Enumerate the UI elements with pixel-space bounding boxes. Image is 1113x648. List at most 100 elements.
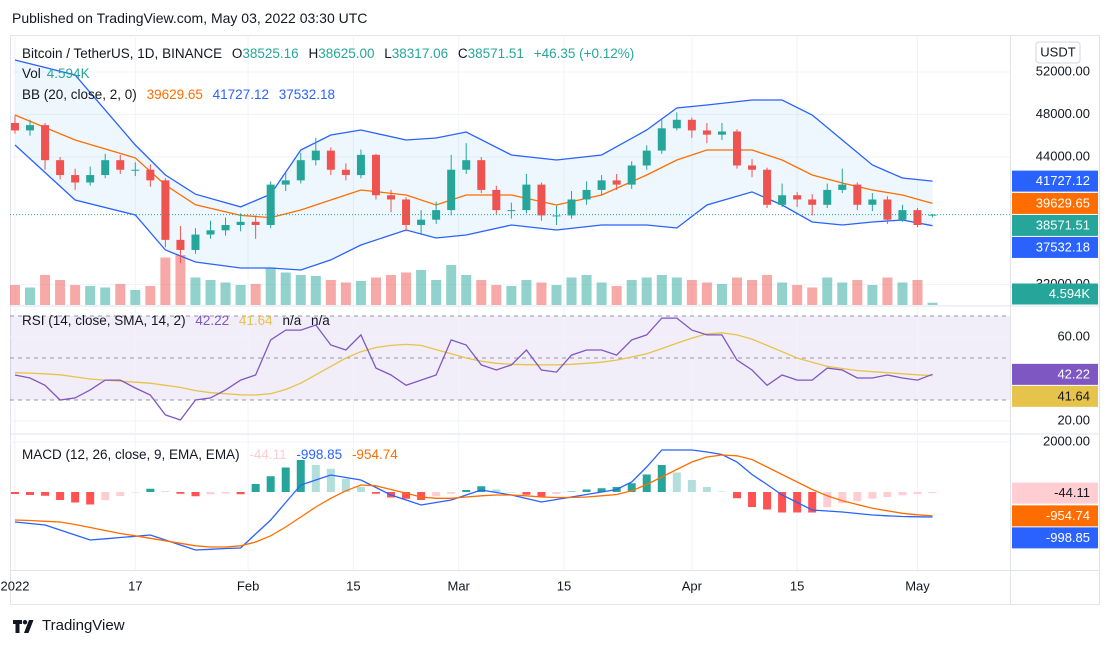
candle-body <box>868 199 877 205</box>
volume-bar <box>160 257 171 305</box>
bb-line <box>14 114 933 219</box>
macd-histogram-bar <box>326 468 335 492</box>
volume-bar <box>867 285 878 305</box>
price-badge-label: 38571.51 <box>1036 217 1090 232</box>
macd-histogram-bar <box>101 492 110 501</box>
volume-bar <box>85 286 96 305</box>
volume-bar <box>446 265 457 305</box>
volume-bar <box>190 277 201 305</box>
bb-line <box>14 144 933 271</box>
macd-histogram-bar <box>537 492 546 497</box>
macd-histogram-bar <box>56 492 65 500</box>
y-tick-label: 48000.00 <box>1036 106 1090 121</box>
price-badge <box>1012 505 1098 527</box>
volume-bar <box>461 275 472 305</box>
volume-bar <box>506 286 517 305</box>
volume-bar <box>355 281 366 305</box>
rsi-line <box>14 317 933 421</box>
volume-bar <box>566 277 577 305</box>
volume-value: 4.594K <box>46 66 90 81</box>
candle-body <box>687 119 696 131</box>
macd-histogram-bar <box>522 492 531 495</box>
volume-bar <box>671 277 682 305</box>
volume-bar <box>476 280 487 305</box>
macd-histogram-bar <box>281 467 290 492</box>
volume-bar <box>701 282 712 305</box>
price-badge-label: 39629.65 <box>1036 195 1090 210</box>
macd-histogram-bar <box>266 476 275 492</box>
volume-bar <box>731 277 742 305</box>
volume-bar <box>175 255 186 305</box>
ohlc-key: L <box>384 46 392 61</box>
price-badge-label: -44.11 <box>1054 485 1090 500</box>
macd-histogram-bar <box>176 492 185 494</box>
volume-bar <box>10 285 20 305</box>
bb-value: 41727.12 <box>212 87 269 102</box>
x-tick-label: Mar <box>448 578 471 593</box>
candle-body <box>732 131 741 166</box>
macd-value: -998.85 <box>296 447 343 462</box>
x-tick-label: Apr <box>682 578 703 593</box>
bb-value: 39629.65 <box>146 87 203 102</box>
macd-histogram-bar <box>417 492 426 500</box>
volume-bar <box>536 282 547 305</box>
candle-body <box>26 125 35 131</box>
macd-histogram-bar <box>717 491 726 492</box>
price-badge <box>1012 192 1098 214</box>
y-tick-label: 52000.00 <box>1036 63 1090 78</box>
macd-histogram-bar <box>131 492 140 493</box>
macd-title: MACD (12, 26, close, 9, EMA, EMA) <box>22 447 240 462</box>
macd-histogram-bar <box>657 465 666 492</box>
rsi-value: 42.22 <box>195 313 230 328</box>
price-badge-label: 42.22 <box>1057 366 1090 381</box>
candle-body <box>311 150 320 161</box>
pane <box>10 35 1010 305</box>
currency: USDT <box>1040 44 1075 59</box>
y-tick-label: 44000.00 <box>1036 148 1090 163</box>
volume-bar <box>686 280 697 305</box>
candle-body <box>567 199 576 216</box>
volume-bar <box>626 280 637 305</box>
volume-bar <box>551 285 562 305</box>
macd-histogram-bar <box>341 478 350 492</box>
candle-body <box>642 150 651 166</box>
macd-histogram-bar <box>462 490 471 492</box>
macd-histogram-bar <box>913 492 922 494</box>
pane <box>10 307 1010 433</box>
volume-bar <box>807 287 818 305</box>
macd-histogram-bar <box>687 480 696 492</box>
ohlc-value: 38625.00 <box>318 46 375 61</box>
ohlc-value: 38317.06 <box>391 46 449 61</box>
macd-histogram-bar <box>748 492 757 507</box>
macd-histogram-bar <box>146 488 155 492</box>
price-badge-label: -954.74 <box>1046 508 1090 523</box>
candle-body <box>371 154 380 196</box>
rsi-value: 41.64 <box>238 313 273 328</box>
candle-body <box>251 221 260 225</box>
candle-body <box>462 160 471 170</box>
volume-bar <box>747 280 758 305</box>
candle-body <box>702 130 711 135</box>
macd-histogram-bar <box>86 492 95 505</box>
candle-body <box>101 160 110 176</box>
candle-body <box>853 184 862 205</box>
macd-histogram-bar <box>763 492 772 510</box>
macd-histogram-bar <box>732 492 741 499</box>
candle-body <box>492 189 501 211</box>
macd-histogram-bar <box>371 492 380 494</box>
ohlc-value: 38571.51 <box>467 46 524 61</box>
candle-body <box>913 210 922 225</box>
volume-bar <box>55 280 66 305</box>
macd-histogram-bar <box>447 492 456 494</box>
candle-body <box>582 189 591 200</box>
rsi-title: RSI (14, close, SMA, 14, 2) <box>22 313 186 328</box>
currency-box <box>1035 41 1081 64</box>
candle-body <box>161 180 170 240</box>
volume-bar <box>295 275 306 305</box>
x-tick-label: 15 <box>557 578 571 593</box>
bb-fill <box>15 60 933 270</box>
symbol-title: Bitcoin / TetherUS, 1D, BINANCE <box>22 46 223 61</box>
volume-bar <box>581 275 592 305</box>
volume-bar <box>370 277 381 305</box>
